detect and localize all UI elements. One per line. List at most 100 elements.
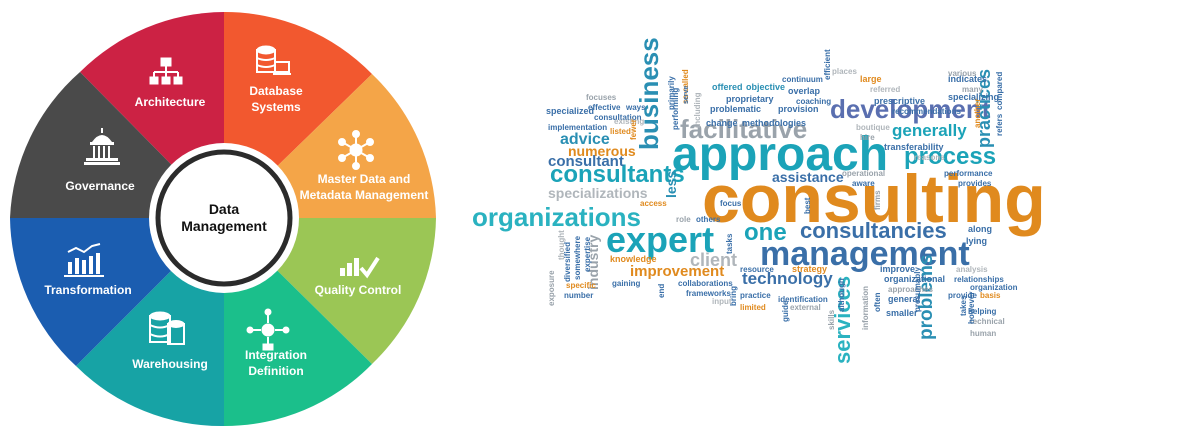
center-label-line-2: Management [181, 218, 267, 234]
network-nodes-icon [338, 130, 374, 170]
cloud-word-improve: improve [880, 264, 915, 274]
cloud-word-client: client [690, 250, 737, 270]
cloud-word-focus: focus [720, 199, 742, 208]
cloud-word-strategy: strategy [792, 264, 827, 274]
cloud-word-end: end [657, 284, 666, 298]
capitol-building-icon [84, 128, 120, 165]
cloud-word-practice: practice [740, 291, 771, 300]
cloud-word-smaller: smaller [886, 308, 918, 318]
database-stack-icon [149, 311, 185, 345]
cloud-word-methodologies: methodologies [742, 118, 806, 128]
cloud-word-offered: offered [712, 82, 743, 92]
cloud-word-one: one [744, 219, 787, 246]
segment-label-database: Systems [251, 100, 301, 114]
cloud-word-technology: technology [742, 269, 833, 288]
cloud-word-provides: provides [958, 179, 992, 188]
cloud-word-focuses: focuses [586, 93, 617, 102]
cloud-word-compared: compared [995, 72, 1004, 110]
cloud-word-along: along [968, 224, 992, 234]
cloud-word-consultant: consultant [548, 153, 624, 170]
cloud-word-however: however [967, 292, 976, 324]
cloud-word-diversified: diversified [563, 242, 572, 282]
cloud-word-existing: existing [614, 117, 644, 126]
cloud-word-tasks: tasks [725, 233, 734, 254]
cloud-word-process: process [904, 143, 996, 170]
trend-bars-icon [64, 243, 104, 277]
cloud-word-consultancies: consultancies [800, 218, 947, 243]
cloud-word-places: places [832, 67, 857, 76]
cloud-word-access: access [640, 199, 667, 208]
cloud-word-business: business [634, 37, 664, 150]
cloud-word-often: often [873, 292, 882, 312]
cloud-word-relationships: relationships [954, 275, 1004, 284]
cloud-word-effective: effective [588, 103, 621, 112]
cloud-word-various: various [948, 69, 977, 78]
cloud-word-approaches: approaches [888, 285, 933, 294]
cloud-word-generally: generally [892, 121, 967, 140]
cloud-word-resource: resource [740, 265, 774, 274]
cloud-word-firms: firms [873, 190, 882, 210]
cloud-word-problematic: problematic [710, 104, 761, 114]
cloud-word-many: many [962, 85, 983, 94]
cloud-word-general: general [888, 294, 920, 304]
cloud-word-recommendations: recommendations [892, 107, 961, 116]
cloud-word-numerous: numerous [568, 143, 636, 159]
cloud-word-collaborations: collaborations [678, 279, 733, 288]
consulting-word-cloud: consultingapproachmanagementexpertorgani… [472, 37, 1046, 364]
cloud-word-overlap: overlap [788, 86, 821, 96]
cloud-word-boutique: boutique [856, 123, 890, 132]
cloud-word-expertise: expertise [583, 236, 592, 272]
cloud-word-role: role [676, 215, 691, 224]
cloud-word-facilitative: facilitative [680, 114, 807, 144]
cloud-word-objective: objective [746, 82, 785, 92]
cloud-word-advice: advice [560, 131, 610, 148]
cloud-word-including: including [693, 92, 702, 128]
segment-label-governance: Governance [65, 179, 135, 193]
cloud-word-others: others [696, 215, 721, 224]
cloud-word-improvement: improvement [630, 263, 724, 280]
cloud-word-specialized: specialized [546, 106, 594, 116]
cloud-word-specializing: specializing [948, 92, 999, 102]
cloud-word-aware: aware [852, 179, 875, 188]
cloud-word-presumably: presumably [913, 267, 922, 312]
integration-hub-icon [246, 308, 290, 351]
cloud-word-exposure: exposure [547, 270, 556, 306]
cloud-word-skills: skills [827, 309, 836, 330]
cloud-word-prescriptive: prescriptive [874, 96, 925, 106]
cloud-word-problems: problems [916, 254, 937, 340]
cloud-word-external: external [790, 303, 821, 312]
cloud-word-lying: lying [966, 236, 987, 246]
cloud-word-knowledge: knowledge [610, 254, 657, 264]
cloud-word-bring: bring [729, 286, 738, 306]
segment-label-integration: Definition [248, 364, 303, 378]
cloud-word-transferability: transferability [884, 142, 944, 152]
cloud-word-specializations: specializations [548, 185, 648, 201]
center-label-line-1: Data [209, 201, 240, 217]
cloud-word-practices: practices [974, 69, 994, 148]
cloud-word-management: management [760, 235, 970, 273]
cloud-word-fewer: fewer [629, 119, 638, 140]
cloud-word-so-called: so-called [681, 69, 690, 104]
cloud-word-limited: limited [740, 303, 766, 312]
segment-label-master: Master Data and [318, 172, 411, 186]
cloud-word-consulting: consulting [702, 161, 1046, 237]
cloud-word-performing: performing [671, 88, 680, 130]
cloud-word-efficient: efficient [823, 49, 832, 80]
cloud-word-proprietary: proprietary [726, 94, 774, 104]
cloud-word-serve: serve [683, 86, 690, 104]
cloud-word-specific: specific [566, 281, 596, 290]
center-hub [149, 143, 299, 293]
cloud-word-organizations: organizations [472, 202, 641, 232]
cloud-word-input: input [712, 297, 732, 306]
segment-label-quality: Quality Control [315, 283, 402, 297]
cloud-word-technical: technical [970, 317, 1005, 326]
segment-label-integration: Integration [245, 348, 307, 362]
cloud-word-refers: refers [995, 113, 1004, 136]
cloud-word-referred: referred [870, 85, 900, 94]
cloud-word-best: best [803, 197, 812, 214]
database-computer-icon [256, 45, 291, 75]
cloud-word-hire: hire [860, 133, 875, 142]
cloud-word-helping: helping [968, 307, 997, 316]
segment-label-warehousing: Warehousing [132, 357, 208, 371]
cloud-word-somewhere: somewhere [573, 235, 582, 280]
